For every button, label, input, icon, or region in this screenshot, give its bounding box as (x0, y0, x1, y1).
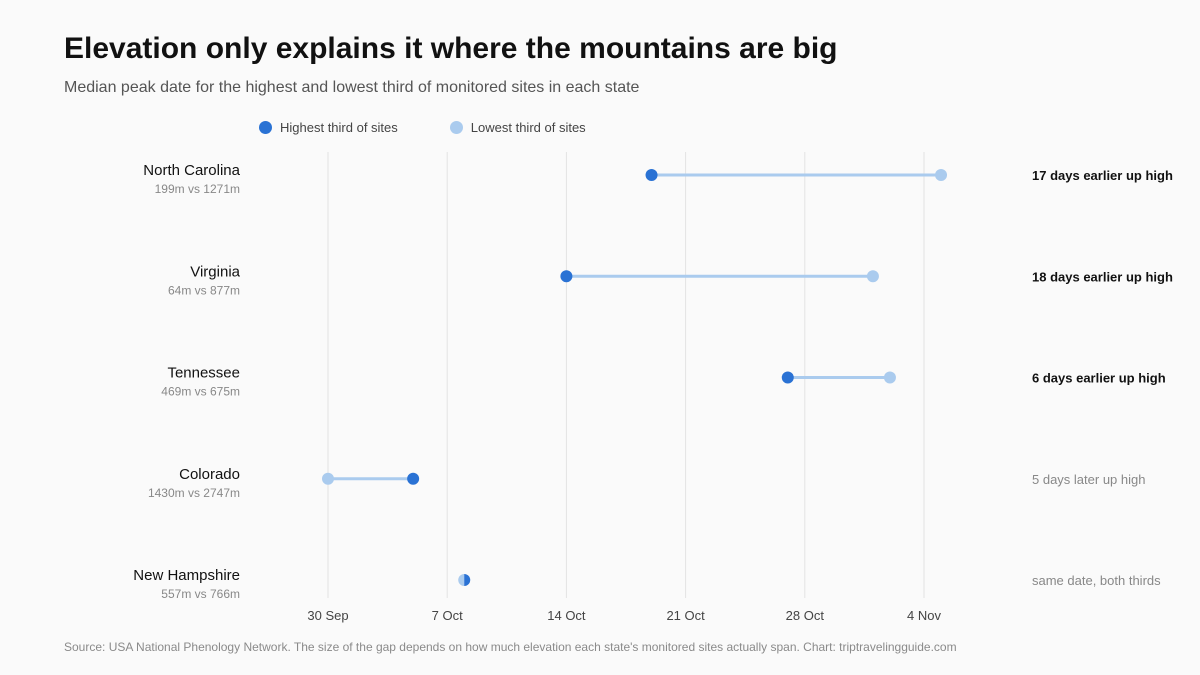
x-tick-label: 30 Sep (307, 608, 348, 623)
dumbbell-row: Virginia 64m vs 877m 18 days earlier up hi… (168, 263, 1173, 297)
gap-annotation: same date, both thirds (1032, 573, 1161, 588)
state-label: North Carolina (143, 162, 240, 179)
chart-legend: Highest third of sites Lowest third of s… (259, 120, 638, 135)
gap-annotation: 5 days later up high (1032, 472, 1145, 487)
x-tick-label: 21 Oct (666, 608, 705, 623)
legend-item-high: Highest third of sites (259, 120, 398, 135)
dumbbell-row: New Hampshire 557m vs 766m same date, both… (133, 567, 1161, 601)
x-tick-label: 28 Oct (786, 608, 825, 623)
x-tick-label: 4 Nov (907, 608, 941, 623)
legend-label-high: Highest third of sites (280, 120, 398, 135)
high-point (645, 169, 658, 181)
elevation-label: 199m vs 1271m (155, 182, 240, 196)
dumbbell-row: Tennessee 469m vs 675m 6 days earlier up h… (161, 365, 1165, 399)
chart-subtitle: Median peak date for the highest and low… (64, 79, 640, 96)
legend-item-low: Lowest third of sites (449, 120, 586, 135)
elevation-label: 557m vs 766m (161, 587, 240, 601)
x-tick-label: 7 Oct (432, 608, 463, 623)
source-note: Source: USA National Phenology Network. … (64, 640, 957, 654)
gap-annotation: 18 days earlier up high (1032, 269, 1173, 284)
gap-annotation: 6 days earlier up high (1032, 371, 1166, 386)
low-point (883, 371, 896, 384)
low-point (458, 574, 465, 586)
gap-annotation: 17 days earlier up high (1032, 168, 1173, 183)
low-point (935, 169, 948, 181)
state-label: Virginia (190, 263, 240, 280)
legend-dot-high-icon (259, 121, 272, 134)
legend-dot-low-icon (449, 121, 463, 134)
high-point (407, 472, 420, 485)
chart-title: Elevation only explains it where the mou… (64, 32, 838, 65)
low-point (322, 472, 334, 485)
elevation-label: 469m vs 675m (161, 385, 240, 399)
low-point (866, 270, 879, 283)
high-point (781, 371, 794, 384)
legend-label-low: Lowest third of sites (470, 120, 586, 135)
state-label: Colorado (179, 466, 240, 483)
dumbbell-row: North Carolina 199m vs 1271m 17 days earli… (143, 162, 1173, 196)
dumbbell-row: Colorado 1430m vs 2747m 5 days later up hi… (148, 466, 1146, 500)
high-point (464, 574, 471, 586)
state-label: New Hampshire (133, 567, 240, 584)
high-point (560, 270, 573, 283)
x-tick-label: 14 Oct (547, 608, 586, 623)
elevation-label: 1430m vs 2747m (148, 486, 240, 500)
elevation-label: 64m vs 877m (168, 283, 240, 297)
state-label: Tennessee (167, 365, 240, 382)
